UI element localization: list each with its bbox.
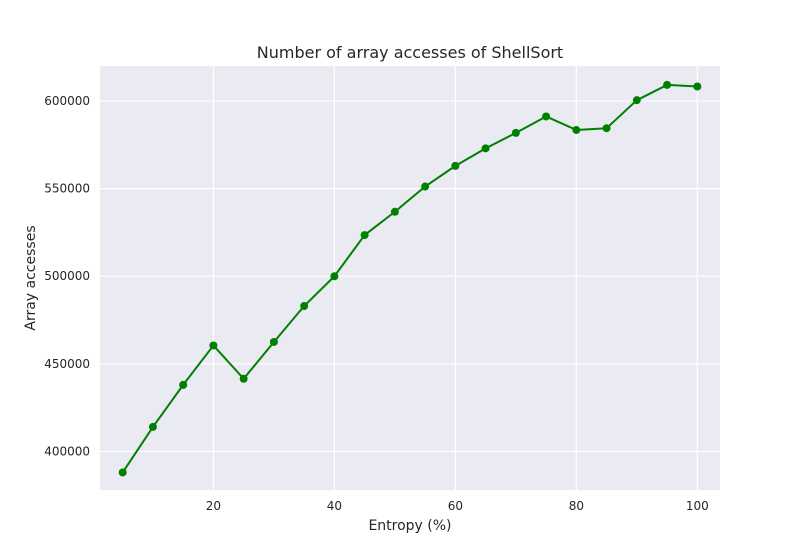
x-tick-label: 60 <box>448 499 463 513</box>
data-point <box>269 337 278 346</box>
series-layer <box>118 80 702 477</box>
data-point <box>511 128 520 137</box>
data-point <box>148 422 157 431</box>
data-point <box>179 380 188 389</box>
data-point <box>239 374 248 383</box>
data-point <box>209 341 218 350</box>
y-axis-label: Array accesses <box>23 225 39 330</box>
y-tick-label: 500000 <box>44 269 90 283</box>
y-tick-label: 450000 <box>44 357 90 371</box>
data-point <box>451 161 460 170</box>
x-tick-label: 40 <box>327 499 342 513</box>
data-point <box>542 112 551 121</box>
data-point <box>572 125 581 134</box>
ticks: 20 40 60 80 100 400000 450000 500000 550000 60000… <box>44 94 709 513</box>
data-point <box>602 124 611 133</box>
x-tick-label: 80 <box>569 499 584 513</box>
plot-background <box>100 66 720 490</box>
grid <box>100 66 720 490</box>
data-point <box>693 82 702 91</box>
y-tick-label: 600000 <box>44 94 90 108</box>
data-point <box>300 302 309 311</box>
y-tick-label: 400000 <box>44 444 90 458</box>
x-tick-label: 20 <box>206 499 221 513</box>
series-line <box>121 83 698 474</box>
data-point <box>360 231 369 240</box>
data-point <box>330 272 339 281</box>
data-point <box>632 96 641 105</box>
data-point <box>390 207 399 216</box>
data-point <box>663 80 672 89</box>
x-axis-label: Entropy (%) <box>368 518 451 534</box>
x-tick-label: 100 <box>686 499 709 513</box>
y-tick-label: 550000 <box>44 182 90 196</box>
chart-title: Number of array accesses of ShellSort <box>257 43 563 62</box>
data-point <box>118 468 127 477</box>
data-point <box>481 144 490 153</box>
data-point <box>421 182 430 191</box>
